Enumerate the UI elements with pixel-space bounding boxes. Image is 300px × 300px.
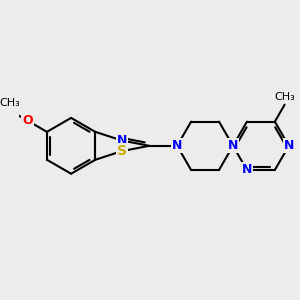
Text: N: N: [284, 139, 294, 152]
Text: N: N: [117, 134, 127, 147]
Text: CH₃: CH₃: [274, 92, 295, 103]
Text: S: S: [117, 144, 127, 158]
Text: N: N: [242, 164, 252, 176]
Text: CH₃: CH₃: [0, 98, 20, 108]
Text: O: O: [22, 114, 33, 127]
Text: N: N: [172, 139, 182, 152]
Text: N: N: [228, 139, 238, 152]
